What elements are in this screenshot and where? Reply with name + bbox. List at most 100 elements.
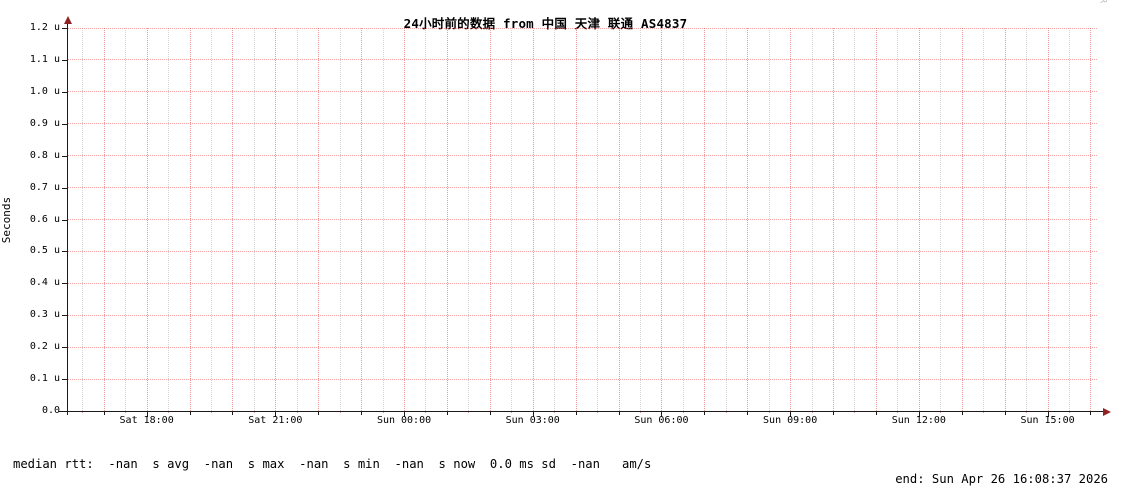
h-gridline [67,219,1097,220]
x-tick-label: Sun 15:00 [1020,415,1075,426]
x-minor-tick [253,411,255,413]
x-tick [103,411,105,415]
v-gridline-halfhour [554,28,556,411]
v-gridline-hour [747,28,749,411]
v-gridline-hour [618,28,620,411]
v-gridline-halfhour [168,28,170,411]
v-gridline-hour [1004,28,1006,411]
v-gridline-halfhour [382,28,384,411]
y-tick [62,315,67,317]
y-tick-label: 0.5 u [29,245,60,257]
y-tick [62,251,67,253]
v-gridline-halfhour [597,28,599,411]
v-gridline-halfhour [682,28,684,411]
v-gridline-hour [661,28,663,411]
v-gridline-hour [704,28,706,411]
y-tick [62,347,67,349]
v-gridline-halfhour [425,28,427,411]
v-gridline-hour [489,28,491,411]
v-gridline-hour [1090,28,1092,411]
x-tick [489,411,491,415]
y-tick [62,155,67,157]
x-minor-tick [168,411,170,413]
h-gridline [67,59,1097,61]
x-tick-label: Sun 06:00 [634,415,689,426]
x-tick-label: Sat 18:00 [119,415,174,426]
y-tick-label: 0.4 u [29,277,60,289]
y-tick-label: 0.8 u [29,149,60,161]
y-axis [67,23,68,415]
x-minor-tick [854,411,856,413]
y-tick [62,187,67,189]
h-gridline [67,123,1097,125]
legend-block: median rtt: -nan s avg -nan s max -nan s … [13,431,651,494]
h-gridline [67,155,1097,157]
x-minor-tick [1026,411,1028,413]
x-minor-tick [811,411,813,413]
v-gridline-halfhour [768,28,770,411]
x-minor-tick [125,411,127,413]
x-minor-tick [210,411,212,413]
v-gridline-halfhour [854,28,856,411]
x-tick-label: Sun 03:00 [505,415,560,426]
v-gridline-halfhour [983,28,985,411]
x-minor-tick [897,411,899,413]
v-gridline-hour [103,28,105,411]
v-gridline-hour [189,28,191,411]
x-minor-tick [554,411,556,413]
v-gridline-hour [361,28,363,411]
x-axis-arrow [1103,407,1111,416]
x-tick [961,411,963,415]
v-gridline-halfhour [940,28,942,411]
x-minor-tick [983,411,985,413]
v-gridline-halfhour [639,28,641,411]
x-tick-label: Sat 21:00 [248,415,303,426]
v-gridline-hour [961,28,963,411]
x-minor-tick [425,411,427,413]
x-tick [661,411,663,417]
v-gridline-halfhour [339,28,341,411]
x-tick [532,411,534,417]
y-tick [62,219,67,221]
v-gridline-halfhour [811,28,813,411]
h-gridline [67,27,1097,29]
v-gridline-hour [875,28,877,411]
x-minor-tick [82,411,84,413]
v-gridline-halfhour [82,28,84,411]
v-gridline-halfhour [468,28,470,411]
x-tick [1047,411,1049,417]
v-gridline-halfhour [511,28,513,411]
x-tick [704,411,706,415]
x-minor-tick [597,411,599,413]
x-tick [618,411,620,415]
x-tick [404,411,406,417]
y-tick-label: 0.2 u [29,341,60,353]
h-gridline [67,378,1097,380]
v-gridline-hour [532,28,534,411]
y-tick [62,59,67,61]
x-tick-label: Sun 09:00 [763,415,818,426]
x-minor-tick [296,411,298,413]
v-gridline-hour [275,28,277,411]
v-gridline-hour [833,28,835,411]
v-gridline-halfhour [725,28,727,411]
v-gridline-hour [1047,28,1049,411]
median-rtt-label: median rtt: [13,457,94,472]
y-tick-label: 0.0 [41,405,60,416]
x-axis [59,411,1104,412]
x-tick [146,411,148,417]
x-tick [875,411,877,415]
v-gridline-hour [446,28,448,411]
x-tick [361,411,363,415]
x-minor-tick [725,411,727,413]
h-gridline [67,250,1097,252]
y-tick [62,123,67,125]
x-minor-tick [1068,411,1070,413]
x-minor-tick [339,411,341,413]
x-minor-tick [468,411,470,413]
x-tick [232,411,234,415]
y-tick [62,28,67,29]
x-minor-tick [940,411,942,413]
